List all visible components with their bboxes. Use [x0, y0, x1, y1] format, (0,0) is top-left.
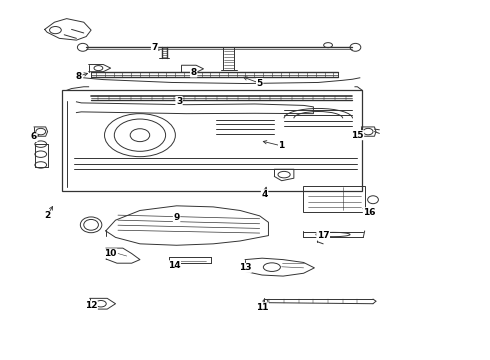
Text: 4: 4	[261, 190, 268, 199]
Text: 8: 8	[76, 72, 82, 81]
Text: 10: 10	[104, 249, 117, 258]
Text: 16: 16	[364, 208, 376, 217]
Text: 17: 17	[317, 231, 329, 240]
Text: 15: 15	[351, 131, 364, 140]
Text: 9: 9	[173, 213, 180, 222]
Text: 6: 6	[31, 132, 37, 141]
Text: 1: 1	[278, 141, 285, 150]
Bar	[62, 90, 362, 191]
Text: 2: 2	[44, 211, 50, 220]
Text: 11: 11	[256, 303, 269, 312]
Text: 3: 3	[176, 96, 182, 105]
Text: 5: 5	[257, 79, 263, 88]
Text: 13: 13	[239, 264, 251, 273]
Text: 8: 8	[191, 68, 197, 77]
Bar	[303, 186, 365, 212]
Text: 14: 14	[168, 261, 180, 270]
Text: 7: 7	[151, 43, 158, 52]
Text: 12: 12	[85, 301, 98, 310]
